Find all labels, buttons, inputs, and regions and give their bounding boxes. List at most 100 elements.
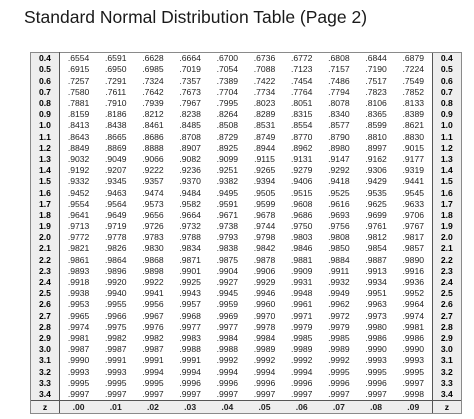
table-cell: .7123 [290,64,313,75]
table-cell: .9671 [216,209,239,220]
table-cell: .6950 [105,64,127,75]
table-row: 2.8 .9974 .9975 .9976 .9977 .9977 .9978 .9979 .9… [30,321,462,333]
table-cell: .6808 [320,52,358,65]
table-cell: .9962 [328,299,350,310]
page-title: Standard Normal Distribution Table (Page… [24,7,368,27]
table-cell: .7357 [179,75,201,86]
table-cell: .9989 [253,344,276,355]
table-cell: .9147 [328,153,350,164]
z-row-label-right: 0.4 [431,52,462,65]
table-cell: .9474 [142,187,164,198]
table-cell: .9996 [290,377,313,388]
table-cell: .8106 [365,98,387,109]
table-cell: .9977 [216,321,239,332]
table-cell: .9767 [402,221,425,232]
table-cell: .8340 [328,109,350,120]
table-cell: .9913 [365,265,387,276]
table-cell: .8577 [328,120,350,131]
table-cell: .7257 [67,75,90,86]
table-cell: .9971 [290,310,313,321]
table-cell: .9981 [402,321,425,332]
table-row: 2.1 .9821 .9826 .9830 .9834 .9838 .9842 .9846 .9… [30,243,462,255]
table-cell: .9991 [179,355,201,366]
column-header: .00 [59,399,98,414]
table-cell: .9993 [365,355,387,366]
table-cell: .9931 [290,277,313,288]
table-cell: .9927 [216,277,239,288]
table-cell: .9875 [216,254,239,265]
table-cell: .9015 [402,142,425,153]
table-cell: .7910 [105,98,127,109]
table-cell: .8159 [67,109,90,120]
table-cell: .9987 [105,344,127,355]
table-cell: .8665 [105,131,127,142]
table-cell: .9292 [328,165,350,176]
z-corner-label-right: z [431,399,462,414]
table-cell: .9973 [365,310,387,321]
table-cell: .9967 [142,310,164,321]
table-cell: .9966 [105,310,127,321]
z-row-label: 1.2 [30,142,60,154]
z-row-label-right: 2.7 [431,310,462,322]
table-row: 2.9 .9981 .9982 .9982 .9983 .9984 .9984 .9985 .9… [30,332,462,344]
table-cell: .9992 [290,355,313,366]
table-row: 3.0 .9987 .9987 .9987 .9988 .9988 .9989 .9989 .9… [30,343,462,356]
table-cell: .9625 [365,198,387,209]
table-cell: .9778 [105,232,127,243]
table-cell: .8621 [402,120,425,131]
table-cell: .9236 [179,165,201,176]
table-cell: .8729 [216,131,239,142]
table-cell: .8461 [142,120,164,131]
table-cell: .9984 [216,332,239,343]
table-cell: .9830 [142,243,164,254]
z-row-label: 2.6 [30,299,60,311]
z-row-label: 1.8 [30,209,60,221]
table-cell: .9177 [402,153,425,164]
table-cell: .9854 [365,243,387,254]
table-cell: .9066 [142,153,164,164]
table-cell: .9192 [67,165,90,176]
table-row: 2.4 .9918 .9920 .9922 .9925 .9927 .9929 .9931 .9… [30,276,462,288]
table-cell: .9992 [253,355,276,366]
table-cell: .9738 [216,221,239,232]
table-cell: .7486 [328,75,350,86]
z-row-label: 1.9 [30,220,60,232]
table-cell: .9997 [142,388,164,399]
table-cell: .9991 [142,355,164,366]
table-cell: .9956 [142,299,164,310]
z-table-container: 0.4.6554.6591.6628.6664.6700.6736.6772.6… [30,52,462,414]
table-cell: .9934 [365,277,387,288]
z-row-label-right: 3.2 [431,366,462,378]
table-cell: .9772 [67,232,90,243]
table-cell: .9599 [253,198,276,209]
table-cell: .9345 [105,176,127,187]
table-cell: .6879 [394,52,433,65]
table-cell: .9995 [328,366,350,377]
table-cell: .9878 [253,254,276,265]
table-cell: .9515 [290,187,313,198]
z-row-label: 0.9 [30,108,60,121]
table-cell: .9319 [402,165,425,176]
z-row-label: 2.4 [30,276,60,288]
table-cell: .9949 [328,288,350,299]
z-row-label: 3.3 [30,377,60,389]
table-cell: .9686 [290,209,313,220]
table-cell: .9857 [402,243,425,254]
table-cell: .9985 [290,332,313,343]
table-row: 3.4 .9997 .9997 .9997 .9997 .9997 .9997 .9997 .9… [30,388,462,401]
table-cell: .9901 [179,265,201,276]
z-row-label-right: 1.3 [431,153,462,165]
table-cell: .9693 [328,209,350,220]
table-cell: .9995 [105,377,127,388]
table-cell: .9993 [105,366,127,377]
table-cell: .9535 [365,187,387,198]
table-cell: .9996 [328,377,350,388]
table-cell: .9932 [328,277,350,288]
table-cell: .9554 [67,198,90,209]
table-cell: .9826 [105,243,127,254]
table-cell: .9162 [365,153,387,164]
table-cell: .9463 [105,187,127,198]
table-cell: .9788 [179,232,201,243]
table-cell: .9864 [105,254,127,265]
table-cell: .9032 [67,153,90,164]
